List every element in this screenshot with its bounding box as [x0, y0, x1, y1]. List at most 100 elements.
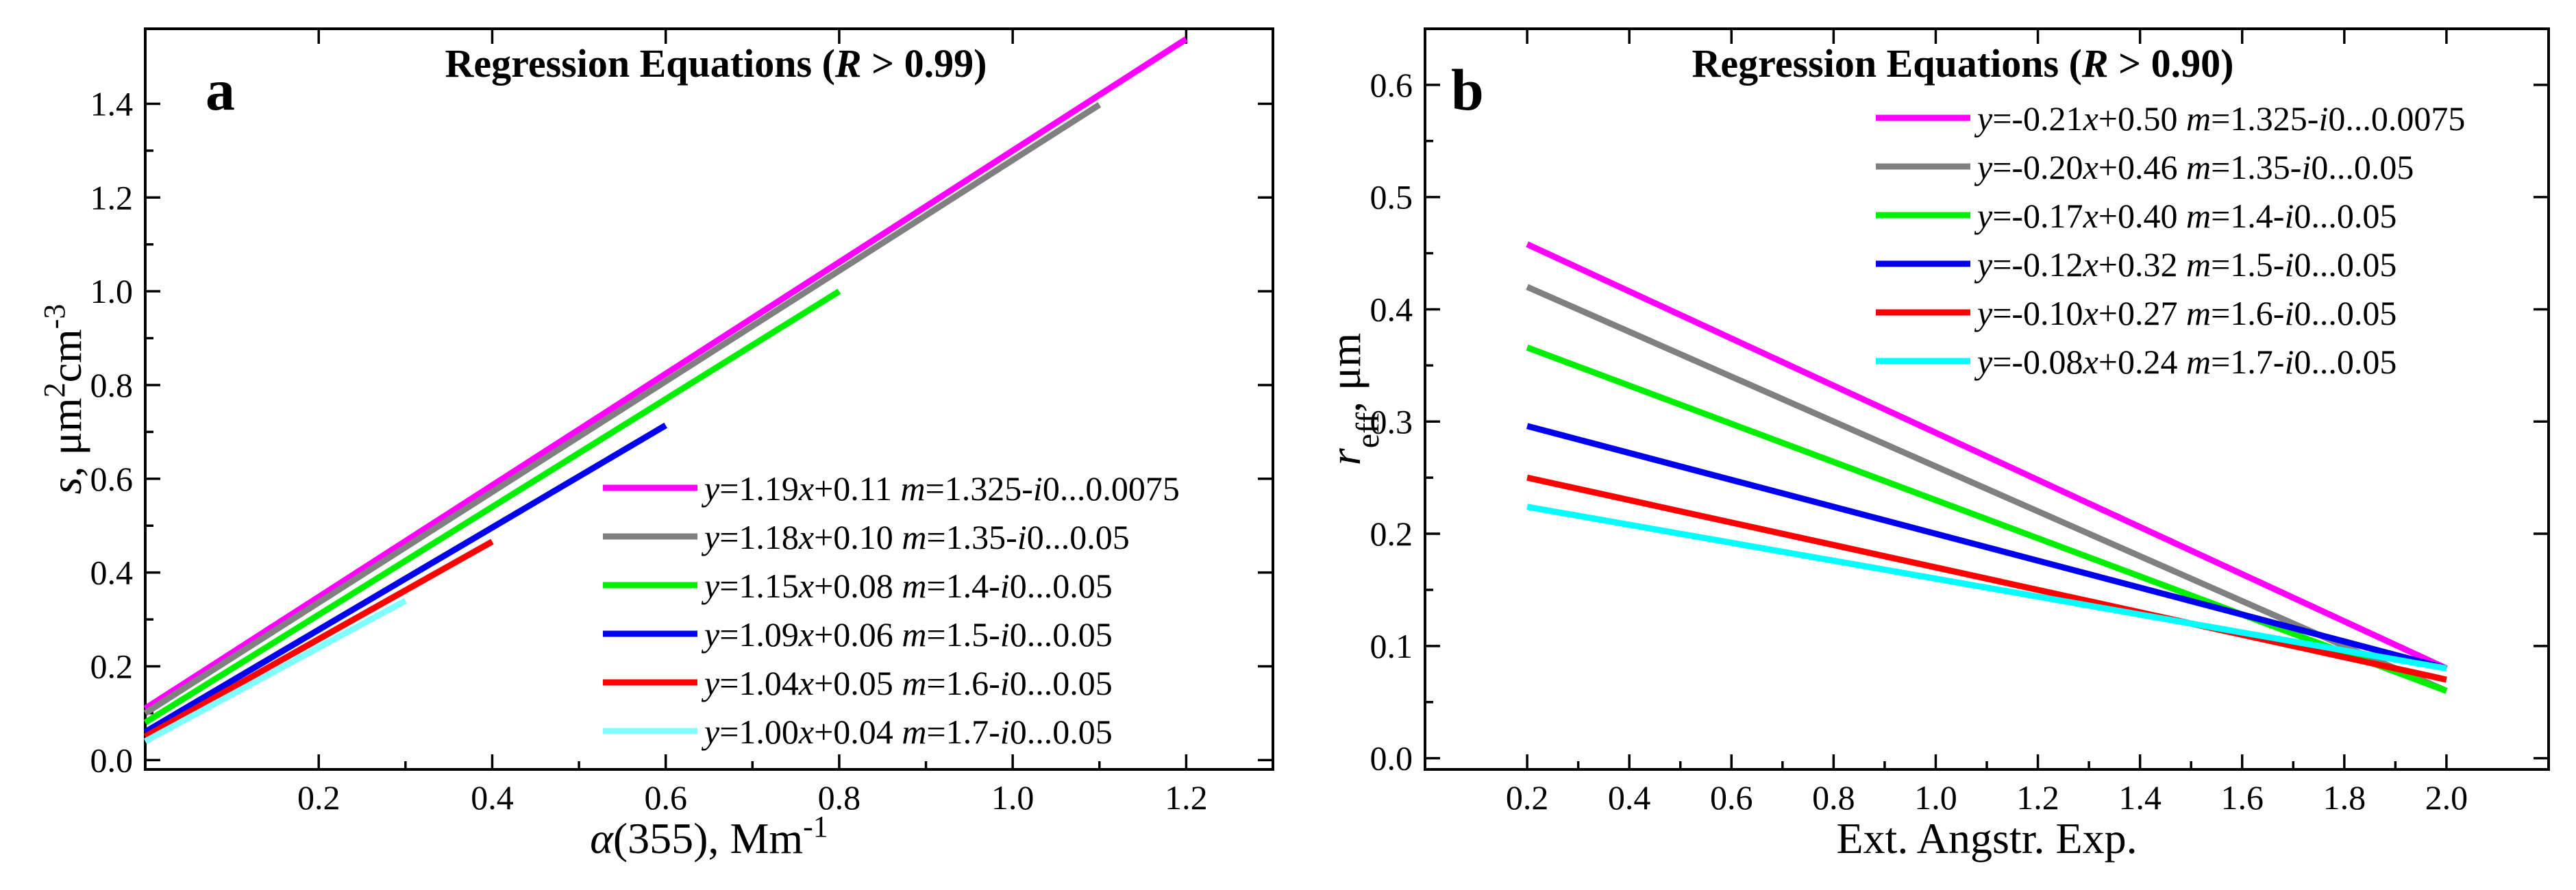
chart-panel-a: 0.2 0.4 0.6 0.8 1.0 1.2 0.0 0.2 0.4 0.6 0.8 1.0 1.2 1…: [38, 27, 1274, 863]
regression-title: Regression Equations (R > 0.99): [445, 41, 987, 86]
regression-title-text: Regression Equations: [445, 41, 813, 86]
y-tick-label: 0.8: [90, 366, 134, 404]
legend-entry-6: y=-0.08x+0.24 m=1.7-i0...0.05: [1974, 343, 2397, 381]
legend-i: i: [2318, 99, 2328, 138]
x-tick-label: 2.0: [2425, 778, 2468, 817]
legend-intercept: +0.24: [2098, 343, 2186, 381]
y-tick-label: 1.2: [90, 178, 134, 217]
legend-intercept: +0.46: [2098, 148, 2186, 186]
legend-m-imag: 0...0.05: [1010, 567, 1113, 605]
x-tick-label: 1.0: [991, 778, 1035, 817]
legend-intercept: +0.08: [814, 567, 902, 605]
series-line-6: [143, 597, 407, 744]
series-line-3: [143, 288, 841, 726]
x-axis-symbol: α: [590, 814, 614, 863]
legend-m-imag: 0...0.05: [2294, 294, 2397, 332]
legend-intercept: +0.32: [2098, 245, 2186, 284]
series-line-2: [143, 102, 1102, 716]
legend-m: m: [902, 664, 926, 702]
x-tick-label: 0.8: [818, 778, 861, 817]
y-tick-label: 0.0: [1370, 739, 1413, 778]
legend-y: y: [1974, 343, 1993, 381]
legend-x: x: [798, 518, 814, 556]
legend-m-imag: 0...0.0075: [1043, 469, 1180, 508]
x-tick-label: 1.6: [2220, 778, 2264, 817]
regression-title-symbol: R: [834, 41, 862, 86]
legend-m-real: =1.4-: [926, 567, 1000, 605]
legend-entry-1: y=-0.21x+0.50 m=1.325-i0...0.0075: [1974, 99, 2465, 138]
legend-i: i: [1033, 469, 1043, 508]
y-tick-label: 0.4: [1370, 290, 1413, 328]
x-axis-title: Ext. Angstr. Exp.: [1836, 814, 2137, 863]
y-axis-sup1: 2: [38, 382, 71, 397]
legend-y: y: [1974, 294, 1993, 332]
x-tick-label: 0.4: [471, 778, 514, 817]
legend-m-imag: 0...0.0075: [2328, 99, 2465, 138]
legend-m: m: [902, 713, 926, 751]
legend-x: x: [2083, 148, 2098, 186]
x-axis-text: (355), Mm: [613, 814, 803, 863]
legend-entry-2: y=-0.20x+0.46 m=1.35-i0...0.05: [1974, 148, 2414, 186]
y-tick-label: 0.1: [1370, 627, 1413, 665]
y-axis-text: , μm: [42, 397, 90, 477]
y-axis-symbol: s: [42, 478, 90, 495]
y-axis-title: reff, μm: [1321, 333, 1386, 465]
regression-title-condition: > 0.90): [2109, 41, 2234, 86]
legend-slope: =-0.08: [1992, 343, 2083, 381]
legend-i: i: [2284, 197, 2294, 235]
legend-intercept: +0.10: [814, 518, 902, 556]
y-tick-label: 0.6: [1370, 66, 1413, 104]
legend-m-real: =1.5-: [926, 615, 1000, 654]
plot-frame: [144, 27, 1274, 771]
x-tick-label: 0.4: [1608, 778, 1651, 817]
x-tick-label: 1.2: [2016, 778, 2059, 817]
x-axis-title: α(355), Mm-1: [590, 810, 828, 863]
legend-m-imag: 0...0.05: [2294, 343, 2397, 381]
y-tick-label: 0.2: [90, 647, 134, 685]
legend-slope: =-0.12: [1992, 245, 2083, 284]
x-tick-label: 0.2: [297, 778, 340, 817]
legend-y: y: [701, 567, 720, 605]
legend-slope: =-0.20: [1992, 148, 2083, 186]
y-axis-sub: eff: [1350, 412, 1386, 448]
y-tick-label: 0.6: [90, 460, 134, 498]
legend-m-real: =1.35-: [926, 518, 1017, 556]
legend-i: i: [1000, 567, 1010, 605]
series-line-3: [1526, 344, 2448, 694]
regression-title-text: Regression Equations: [1692, 41, 2059, 86]
legend-m: m: [2186, 245, 2211, 284]
x-tick-label: 0.6: [644, 778, 687, 817]
x-axis-sup: -1: [803, 810, 828, 843]
legend-m-real: =1.325-: [926, 469, 1033, 508]
regression-title: Regression Equations (R > 0.90): [1692, 41, 2234, 86]
legend-intercept: +0.11: [814, 469, 900, 508]
legend-entry-4: y=1.09x+0.06 m=1.5-i0...0.05: [701, 615, 1113, 654]
legend-i: i: [1000, 615, 1010, 654]
y-tick-label: 0.4: [90, 554, 134, 592]
legend-intercept: +0.40: [2098, 197, 2186, 235]
legend-m-real: =1.7-: [2211, 343, 2284, 381]
x-tick-label: 0.2: [1506, 778, 1549, 817]
legend-i: i: [2284, 245, 2294, 284]
legend-entry-4: y=-0.12x+0.32 m=1.5-i0...0.05: [1974, 245, 2397, 284]
legend-entry-5: y=1.04x+0.05 m=1.6-i0...0.05: [701, 664, 1113, 702]
legend-m-imag: 0...0.05: [1010, 615, 1113, 654]
legend-y: y: [701, 664, 720, 702]
x-tick-label: 0.6: [1710, 778, 1753, 817]
y-tick-label: 0.2: [1370, 515, 1413, 553]
legend-entry-1: y=1.19x+0.11 m=1.325-i0...0.0075: [701, 469, 1180, 508]
legend-entry-5: y=-0.10x+0.27 m=1.6-i0...0.05: [1974, 294, 2397, 332]
legend-y: y: [701, 469, 720, 508]
legend-intercept: +0.27: [2098, 294, 2186, 332]
series-line-6: [1526, 504, 2447, 672]
legend-x: x: [798, 664, 814, 702]
y-axis-text: , μm: [1321, 333, 1370, 412]
legend-m-real: =1.6-: [926, 664, 1000, 702]
legend-x: x: [798, 567, 814, 605]
x-tick-label: 1.0: [1914, 778, 1957, 817]
panel-letter: a: [206, 57, 235, 123]
legend: y=1.19x+0.11 m=1.325-i0...0.0075y=1.18x+…: [603, 469, 1180, 751]
y-tick-label: 0.0: [90, 741, 134, 779]
legend-m-imag: 0...0.05: [1027, 518, 1130, 556]
legend-slope: =1.09: [719, 615, 799, 654]
